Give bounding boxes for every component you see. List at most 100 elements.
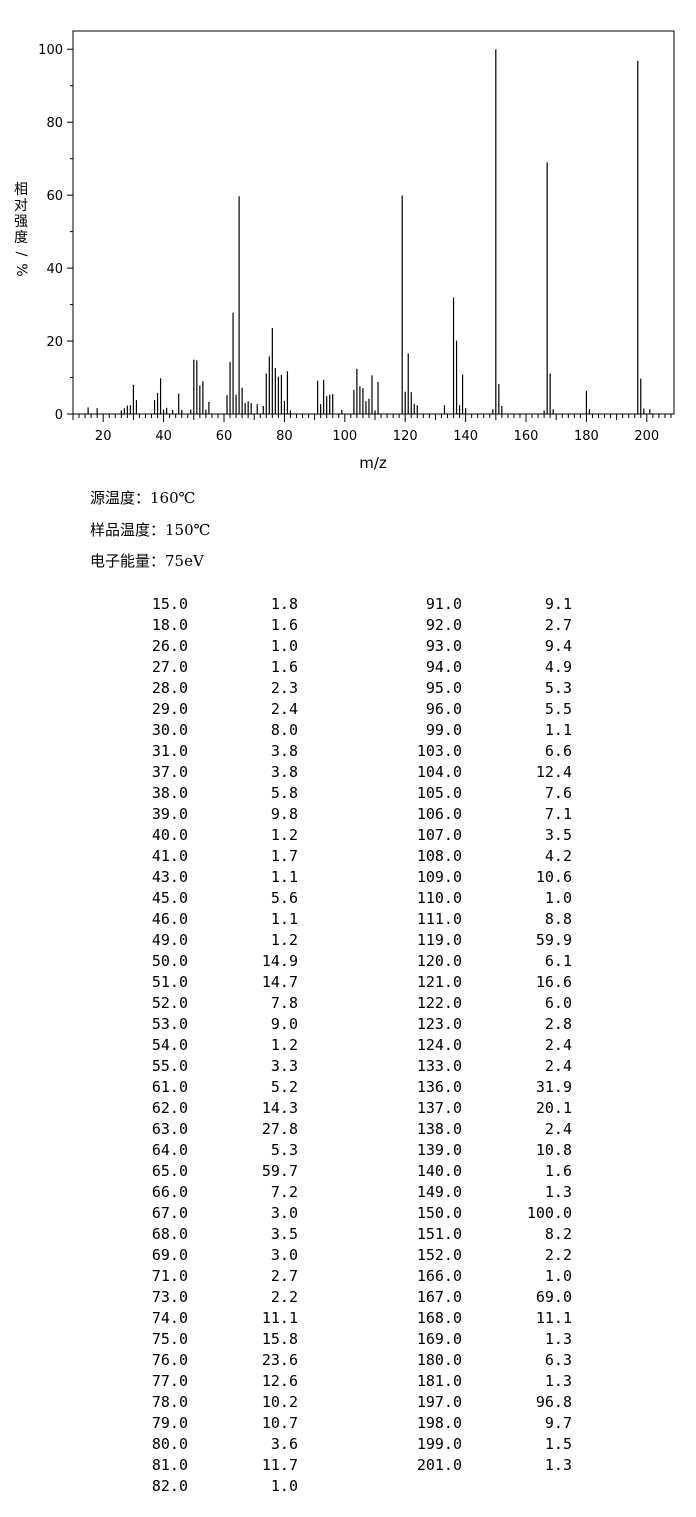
intensity-value: 10.6	[535, 868, 572, 886]
intensity-value: 5.8	[270, 784, 298, 802]
table-row: 133.0 2.4	[0, 1056, 696, 1077]
mz-value: 40.0	[151, 826, 188, 844]
mz-value: 133.0	[416, 1057, 462, 1075]
intensity-value: 6.0	[544, 994, 572, 1012]
intensity-value: 23.6	[261, 1351, 298, 1369]
table-row: 71.0 2.7	[0, 1266, 696, 1287]
table-row: 109.0 10.6	[0, 867, 696, 888]
mz-value: 65.0	[151, 1162, 188, 1180]
table-row: 110.0 1.0	[0, 888, 696, 909]
mz-value: 151.0	[416, 1225, 462, 1243]
intensity-value: 5.3	[544, 679, 572, 697]
table-row: 78.0 10.2	[0, 1392, 696, 1413]
table-row: 96.0 5.5	[0, 699, 696, 720]
x-tick-label: 80	[276, 429, 293, 444]
table-row: 199.0 1.5	[0, 1434, 696, 1455]
electron-energy: 电子能量：75eV	[90, 552, 204, 570]
intensity-value: 6.6	[544, 742, 572, 760]
table-row: 169.0 1.3	[0, 1329, 696, 1350]
mz-value: 121.0	[416, 973, 462, 991]
table-row: 26.0 1.0	[0, 636, 696, 657]
mz-value: 49.0	[151, 931, 188, 949]
y-tick-label: 40	[46, 262, 63, 277]
table-row: 41.0 1.7	[0, 846, 696, 867]
intensity-value: 2.4	[544, 1057, 572, 1075]
y-axis-label: 相对强度 /%	[10, 182, 32, 278]
intensity-value: 12.4	[535, 763, 572, 781]
intensity-value: 9.7	[544, 1414, 572, 1432]
mz-value: 169.0	[416, 1330, 462, 1348]
table-row: 77.0 12.6	[0, 1371, 696, 1392]
mz-value: 63.0	[151, 1120, 188, 1138]
table-row: 50.0 14.9	[0, 951, 696, 972]
table-row: 43.0 1.1	[0, 867, 696, 888]
mz-value: 99.0	[425, 721, 462, 739]
intensity-value: 1.6	[544, 1162, 572, 1180]
table-row: 140.0 1.6	[0, 1161, 696, 1182]
intensity-value: 2.7	[270, 1267, 298, 1285]
table-row: 95.0 5.3	[0, 678, 696, 699]
table-row: 27.0 1.6	[0, 657, 696, 678]
intensity-value: 6.1	[544, 952, 572, 970]
mz-value: 139.0	[416, 1141, 462, 1159]
table-row: 45.0 5.6	[0, 888, 696, 909]
intensity-value: 8.8	[544, 910, 572, 928]
mz-value: 136.0	[416, 1078, 462, 1096]
table-row: 201.0 1.3	[0, 1455, 696, 1476]
table-row: 124.0 2.4	[0, 1035, 696, 1056]
y-axis-label-char: 强	[14, 214, 28, 230]
x-tick-label: 180	[574, 429, 599, 444]
table-row: 18.0 1.6	[0, 615, 696, 636]
intensity-value: 1.3	[544, 1183, 572, 1201]
intensity-value: 10.2	[261, 1393, 298, 1411]
x-tick-label: 140	[453, 429, 478, 444]
table-row: 80.0 3.6	[0, 1434, 696, 1455]
mz-value: 45.0	[151, 889, 188, 907]
table-row: 151.0 8.2	[0, 1224, 696, 1245]
intensity-value: 11.1	[535, 1309, 572, 1327]
table-row: 49.0 1.2	[0, 930, 696, 951]
mz-value: 26.0	[151, 637, 188, 655]
intensity-value: 14.7	[261, 973, 298, 991]
intensity-value: 1.3	[544, 1456, 572, 1474]
mz-value: 94.0	[425, 658, 462, 676]
table-row: 104.0 12.4	[0, 762, 696, 783]
intensity-value: 5.5	[544, 700, 572, 718]
mz-value: 79.0	[151, 1414, 188, 1432]
table-row: 123.0 2.8	[0, 1014, 696, 1035]
table-row: 119.0 59.9	[0, 930, 696, 951]
intensity-value: 20.1	[535, 1099, 572, 1117]
source-temperature: 源温度：160℃	[90, 489, 196, 507]
mz-value: 54.0	[151, 1036, 188, 1054]
spectrum-peaks	[87, 49, 651, 414]
mz-value: 28.0	[151, 679, 188, 697]
intensity-value: 3.0	[270, 1246, 298, 1264]
mz-value: 198.0	[416, 1414, 462, 1432]
peak-table-right: 91.0 9.1 92.0 2.7 93.0 9.4 94.0 4.9 95.0 5.3 96.0 5…	[0, 594, 696, 1476]
intensity-value: 3.8	[270, 742, 298, 760]
mz-value: 71.0	[151, 1267, 188, 1285]
table-row: 137.0 20.1	[0, 1098, 696, 1119]
table-row: 66.0 7.2	[0, 1182, 696, 1203]
intensity-value: 14.3	[261, 1099, 298, 1117]
table-row: 139.0 10.8	[0, 1140, 696, 1161]
intensity-value: 6.3	[544, 1351, 572, 1369]
intensity-value: 15.8	[261, 1330, 298, 1348]
mz-value: 119.0	[416, 931, 462, 949]
mz-value: 31.0	[151, 742, 188, 760]
mz-value: 109.0	[416, 868, 462, 886]
intensity-value: 1.2	[270, 931, 298, 949]
mz-value: 77.0	[151, 1372, 188, 1390]
mz-value: 124.0	[416, 1036, 462, 1054]
table-row: 138.0 2.4	[0, 1119, 696, 1140]
table-row: 136.0 31.9	[0, 1077, 696, 1098]
intensity-value: 7.1	[544, 805, 572, 823]
table-row: 55.0 3.3	[0, 1056, 696, 1077]
intensity-value: 1.3	[544, 1330, 572, 1348]
table-row: 46.0 1.1	[0, 909, 696, 930]
intensity-value: 1.1	[270, 910, 298, 928]
mz-value: 81.0	[151, 1456, 188, 1474]
intensity-value: 2.2	[544, 1246, 572, 1264]
y-axis-label-char: 对	[14, 198, 28, 214]
table-row: 73.0 2.2	[0, 1287, 696, 1308]
